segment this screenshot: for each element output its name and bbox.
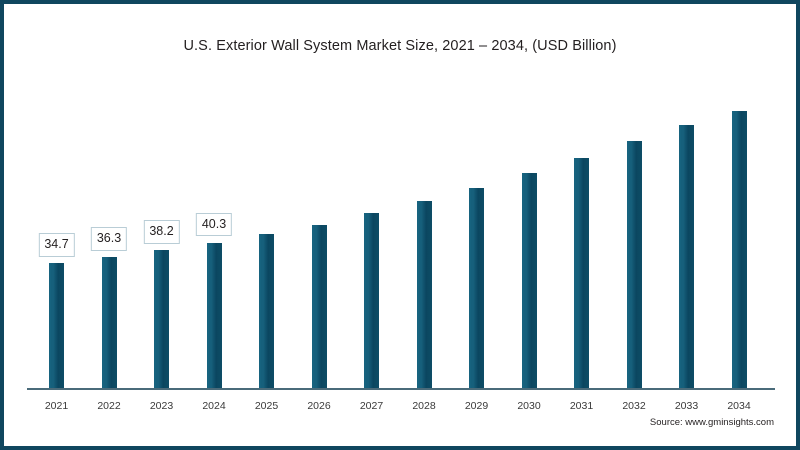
bar-2024[interactable] bbox=[206, 242, 222, 388]
x-axis-label-2022: 2022 bbox=[97, 400, 121, 412]
bar-2032[interactable] bbox=[626, 140, 642, 388]
bar-2023[interactable] bbox=[154, 250, 169, 388]
x-axis-label-2027: 2027 bbox=[359, 400, 384, 412]
plot-area: 34.7 2021 36.3 2022 38.2 2023 40.3 2024 2025 2026… bbox=[4, 4, 796, 446]
x-axis-label-2033: 2033 bbox=[674, 400, 699, 412]
source-credit: Source: www.gminsights.com bbox=[649, 417, 774, 428]
chart-title: U.S. Exterior Wall System Market Size, 2… bbox=[183, 38, 617, 54]
bar-2027[interactable] bbox=[364, 213, 379, 388]
x-axis-label-2026: 2026 bbox=[307, 400, 331, 412]
bar-2028[interactable] bbox=[416, 201, 432, 388]
x-axis-label-2028: 2028 bbox=[412, 400, 436, 412]
x-axis-label-2024: 2024 bbox=[202, 400, 226, 412]
x-axis-label-2030: 2030 bbox=[517, 400, 541, 412]
bar-2030[interactable] bbox=[521, 173, 537, 388]
x-axis-label-2023: 2023 bbox=[149, 400, 174, 412]
bar-2034[interactable] bbox=[731, 111, 747, 388]
value-label-2024: 40.3 bbox=[195, 212, 233, 237]
x-axis-label-2029: 2029 bbox=[464, 400, 489, 412]
value-label-2022: 36.3 bbox=[90, 227, 128, 251]
x-axis-line bbox=[27, 388, 775, 390]
bar-2031[interactable] bbox=[574, 157, 589, 388]
bar-2033[interactable] bbox=[679, 125, 694, 388]
bar-2025[interactable] bbox=[259, 234, 274, 388]
value-label-2023: 38.2 bbox=[143, 220, 180, 244]
bar-2021[interactable] bbox=[49, 263, 64, 388]
value-label-2021: 34.7 bbox=[38, 233, 75, 257]
x-axis-label-2031: 2031 bbox=[569, 400, 594, 412]
x-axis-label-2034: 2034 bbox=[727, 400, 751, 412]
x-axis-label-2032: 2032 bbox=[622, 400, 646, 412]
x-axis-label-2025: 2025 bbox=[254, 400, 279, 412]
bar-2029[interactable] bbox=[469, 187, 484, 388]
bar-2026[interactable] bbox=[311, 224, 327, 388]
x-axis-label-2021: 2021 bbox=[44, 400, 69, 412]
bar-2022[interactable] bbox=[101, 257, 117, 388]
